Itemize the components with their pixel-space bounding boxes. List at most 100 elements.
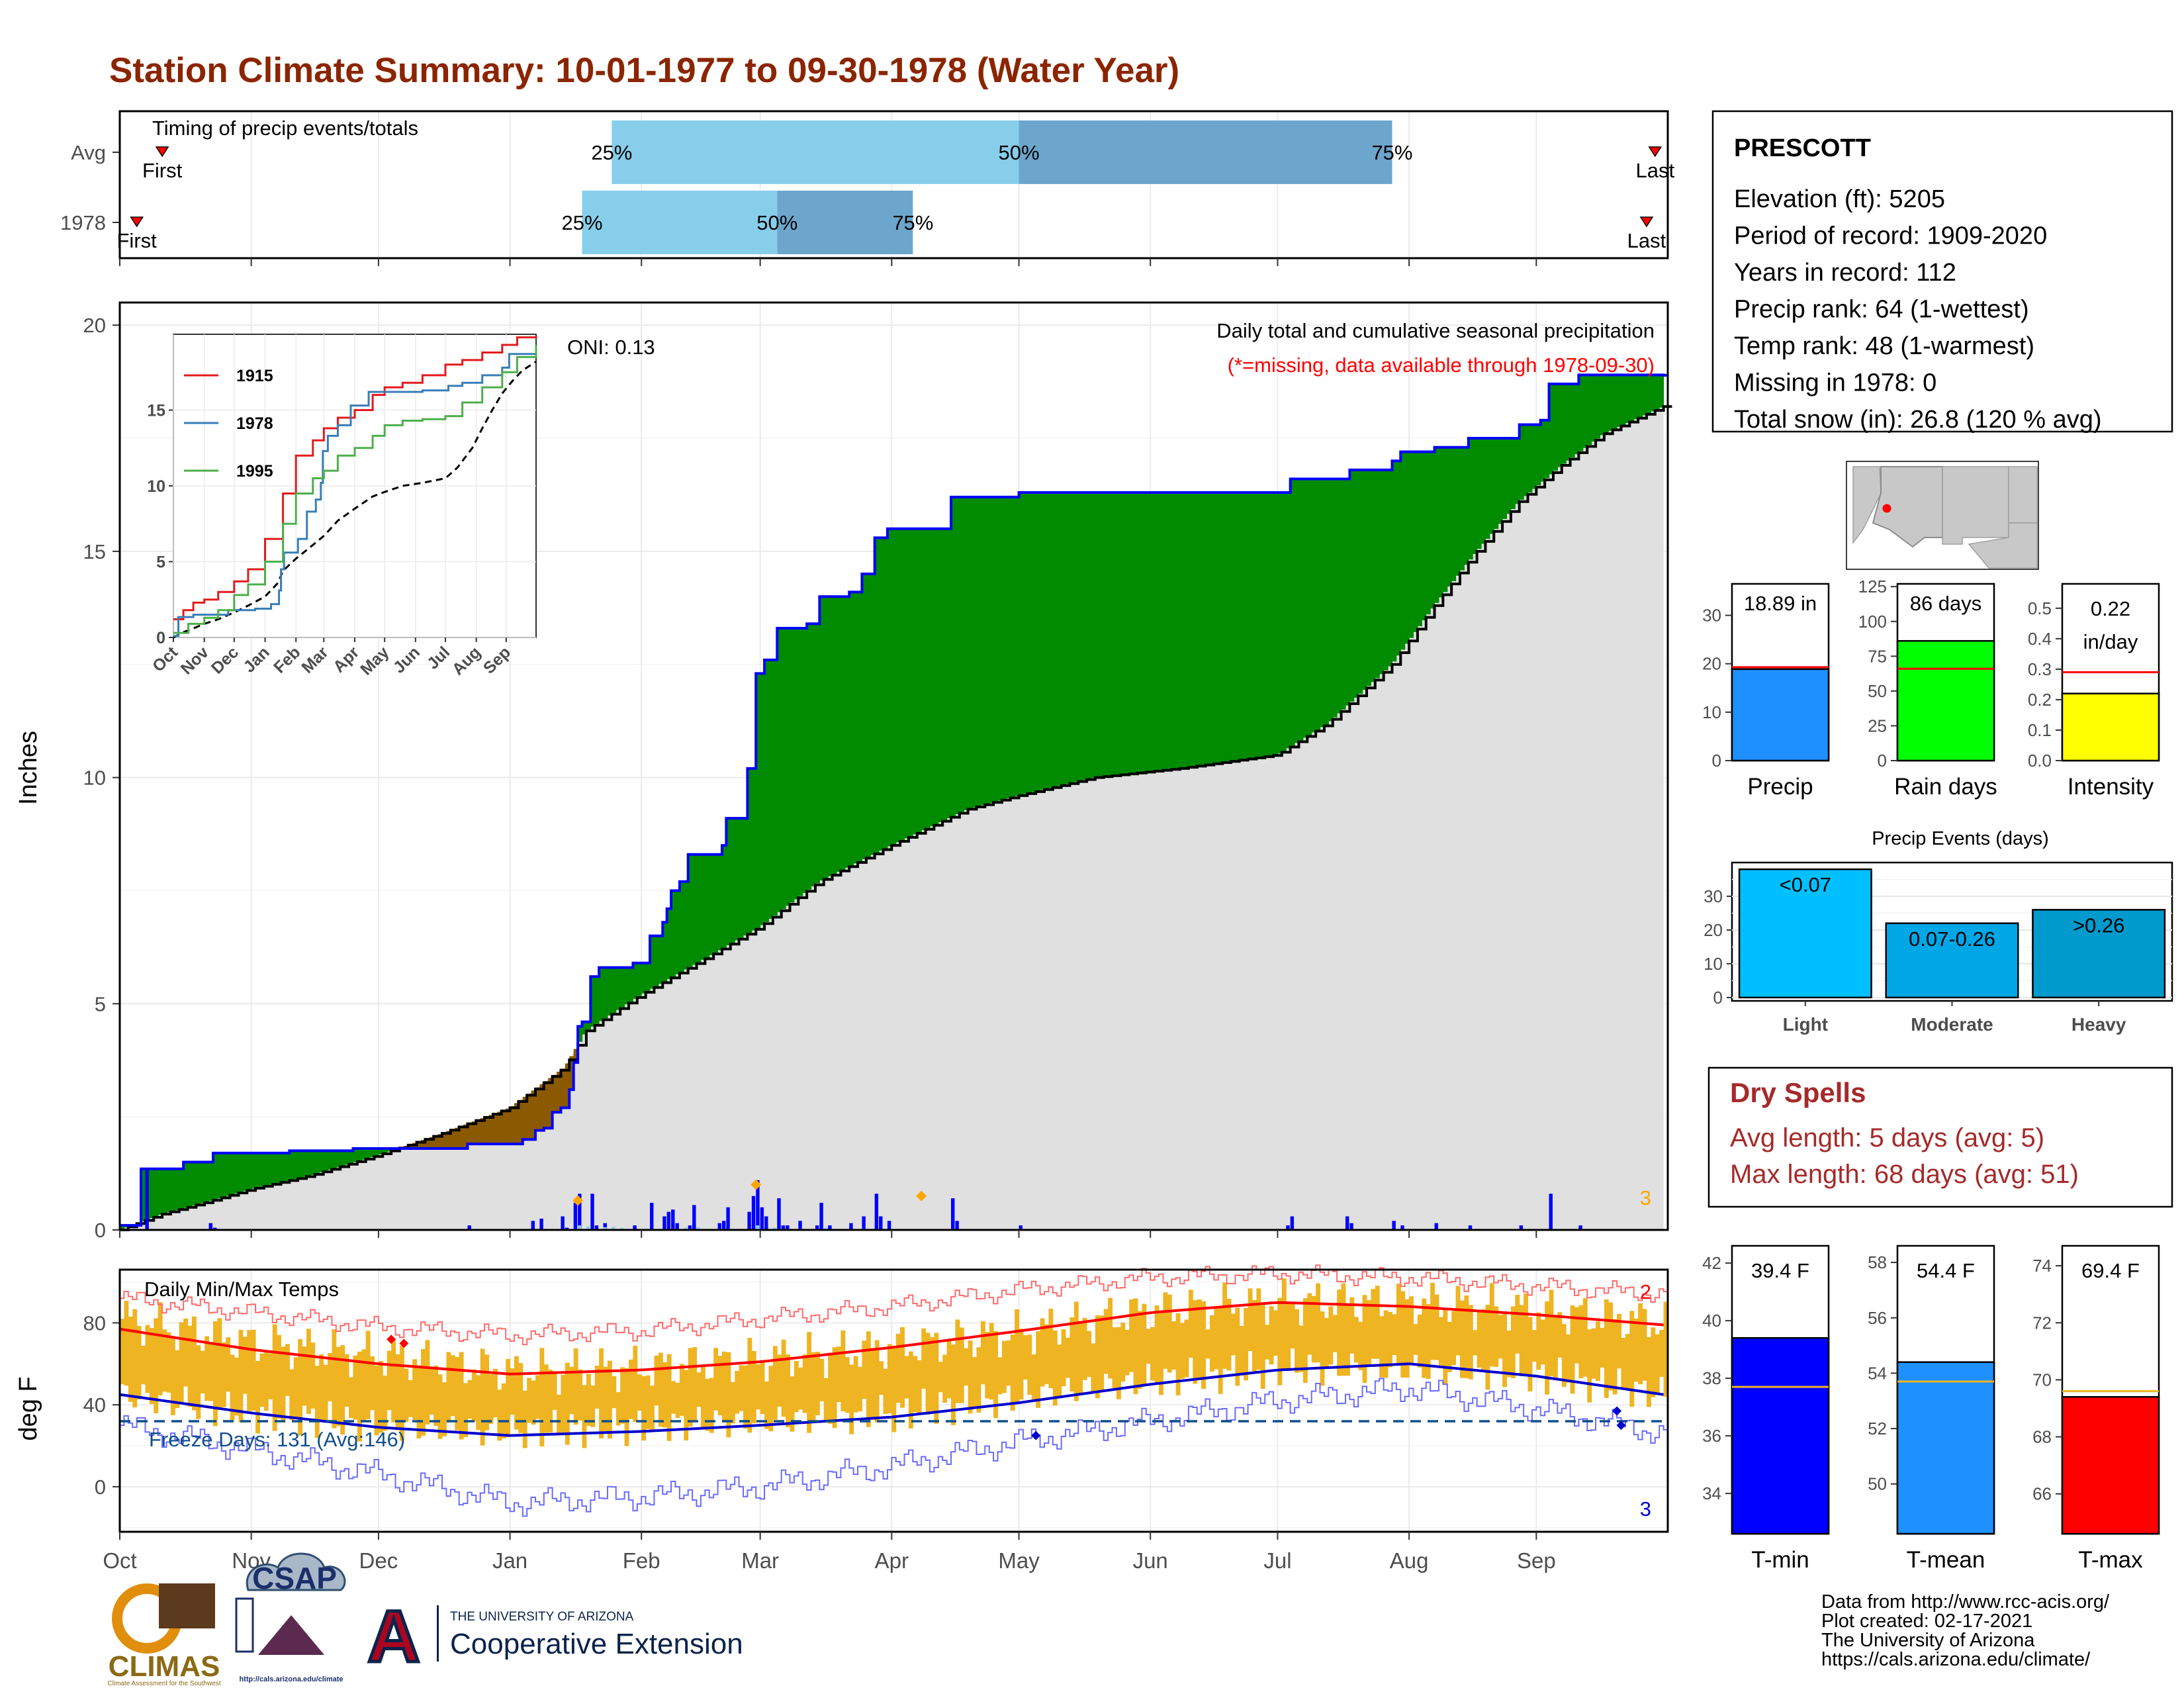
above-normal-area: [1383, 469, 1388, 671]
daily-temp-range-bar: [815, 1351, 820, 1416]
daily-temp-range-bar: [1197, 1299, 1202, 1381]
station-box: PRESCOTT Elevation (ft): 5205 Period of r…: [1711, 110, 2173, 434]
daily-precip-bar: [751, 1196, 756, 1230]
precip-event-diamond-icon: [572, 1195, 584, 1206]
daily-temp-range-bar: [1281, 1278, 1287, 1371]
daily-temp-range-bar: [1349, 1297, 1355, 1354]
daily-temp-range-bar: [1061, 1329, 1066, 1387]
above-normal-area: [208, 1162, 214, 1201]
above-normal-area: [828, 596, 833, 876]
above-normal-area: [671, 890, 676, 977]
daily-temp-range-bar: [654, 1355, 659, 1406]
above-normal-area: [1566, 384, 1571, 461]
daily-temp-range-bar: [471, 1370, 477, 1422]
above-normal-area: [1260, 492, 1265, 757]
daily-temp-range-bar: [1485, 1305, 1490, 1390]
precip-y-tick-label: 20: [83, 314, 106, 337]
above-normal-area: [624, 967, 629, 1005]
above-normal-area: [1553, 384, 1558, 471]
daily-precip-bar: [777, 1198, 781, 1230]
daily-temp-range-bar: [1226, 1299, 1232, 1371]
temp-summary-y-tick-label: 40: [1702, 1311, 1721, 1331]
daily-temp-range-bar: [1566, 1334, 1571, 1383]
daily-temp-range-bar: [692, 1347, 698, 1423]
above-normal-area: [1290, 479, 1295, 746]
above-normal-area: [1116, 492, 1121, 775]
daily-precip-bar: [1019, 1225, 1023, 1230]
csap-logo: CSAP http://cals.arizona.edu/climate: [235, 1552, 346, 1683]
summary-bar: [1731, 668, 1830, 762]
daily-temp-range-bar: [514, 1356, 519, 1430]
daily-temp-range-bar: [378, 1360, 383, 1433]
daily-snow-bar: [684, 1227, 688, 1230]
above-normal-area: [1082, 492, 1087, 780]
temp-frame: [118, 1268, 1669, 1533]
below-normal-area: [506, 1108, 511, 1145]
above-normal-area: [955, 496, 960, 815]
daily-temp-range-bar: [1553, 1315, 1558, 1379]
daily-temp-range-bar: [293, 1357, 298, 1419]
daily-precip-bar: [798, 1221, 802, 1230]
temp-summary-y-tick-label: 66: [2032, 1484, 2052, 1504]
timing-marker-label: Last: [1635, 159, 1674, 182]
above-normal-area: [726, 818, 731, 946]
above-normal-area: [1001, 496, 1007, 800]
above-normal-area: [1646, 375, 1651, 414]
timing-marker-first-icon: [155, 146, 169, 158]
daily-temp-range-bar: [955, 1319, 960, 1403]
daily-temp-range-bar: [620, 1367, 625, 1424]
temperature-panel: 0 40 80 Daily Min/Max Temps Freeze Days: 1…: [15, 1264, 1669, 1533]
dry-spells-box: Dry Spells Avg length: 5 days (avg: 5) M…: [1707, 1066, 2173, 1208]
daily-temp-range-bar: [900, 1327, 905, 1408]
timing-row-label: Avg: [71, 141, 106, 164]
daily-temp-range-bar: [917, 1360, 922, 1414]
daily-temp-range-bar: [1531, 1330, 1537, 1362]
month-label: Dec: [359, 1548, 398, 1573]
daily-precip-bar: [633, 1225, 637, 1230]
above-normal-area: [993, 496, 999, 802]
below-normal-area: [539, 1084, 545, 1131]
temp-summary-y-tick-label: 74: [2032, 1256, 2052, 1276]
above-normal-area: [1489, 438, 1494, 534]
daily-temp-range-bar: [811, 1352, 816, 1423]
daily-temp-range-bar: [404, 1368, 409, 1423]
summary-y-tick-label: 0.5: [2028, 598, 2052, 618]
daily-temp-range-bar: [1205, 1329, 1210, 1359]
above-normal-area: [230, 1152, 235, 1195]
daily-temp-range-bar: [997, 1357, 1003, 1395]
daily-temp-range-bar: [1409, 1296, 1414, 1364]
above-normal-area: [1193, 492, 1198, 767]
daily-temp-range-bar: [1171, 1321, 1177, 1370]
summary-value-label: 0.22: [2091, 597, 2130, 620]
daily-temp-range-bar: [1655, 1334, 1660, 1394]
daily-temp-range-bar: [1545, 1301, 1550, 1395]
daily-temp-range-bar: [1290, 1303, 1295, 1349]
daily-temp-range-bar: [985, 1332, 990, 1399]
daily-temp-range-bar: [1142, 1303, 1147, 1385]
daily-temp-range-bar: [573, 1348, 578, 1425]
daily-temp-range-bar: [298, 1339, 303, 1436]
above-normal-area: [349, 1150, 354, 1164]
above-normal-area: [980, 496, 985, 806]
daily-temp-range-bar: [883, 1368, 888, 1415]
daily-temp-range-bar: [416, 1365, 422, 1439]
above-normal-area: [1371, 469, 1376, 682]
above-normal-area: [1524, 424, 1529, 496]
climas-logo-text: CLIMAS: [109, 1650, 220, 1683]
timing-marker-last-icon: [1639, 216, 1654, 228]
above-normal-area: [620, 967, 625, 1008]
daily-temp-range-bar: [603, 1366, 608, 1432]
daily-temp-range-bar: [764, 1381, 769, 1429]
daily-temp-range-bar: [446, 1352, 451, 1423]
daily-temp-range-bar: [1175, 1313, 1181, 1395]
above-normal-area: [1422, 451, 1427, 621]
inset-y-tick-label: 0: [156, 629, 165, 647]
above-normal-area: [1015, 496, 1020, 796]
daily-temp-range-bar: [370, 1356, 375, 1411]
daily-precip-bar: [578, 1194, 582, 1230]
daily-temp-range-bar: [607, 1360, 612, 1439]
above-normal-area: [179, 1168, 184, 1209]
daily-temp-range-bar: [433, 1365, 439, 1427]
above-normal-area: [1040, 492, 1045, 790]
